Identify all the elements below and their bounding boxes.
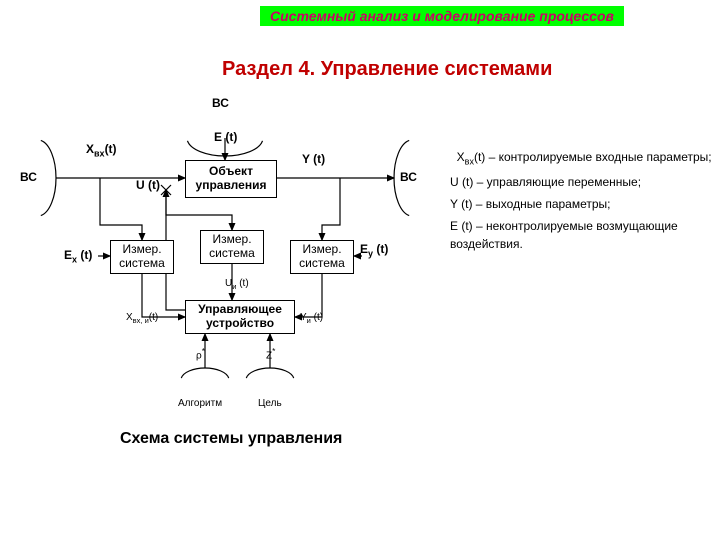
node-measure-system-2: Измер. система [200, 230, 264, 264]
node-object: Объект управления [185, 160, 277, 198]
connections-layer [0, 0, 720, 540]
legend-block: Xвх(t) – контролируемые входные параметр… [450, 148, 720, 257]
node-controller: Управляющее устройство [185, 300, 295, 334]
label-rho: ρ* [196, 346, 205, 361]
label-algorithm: Алгоритм [178, 398, 222, 409]
label-bc-top: ВС [212, 96, 229, 110]
label-yi: Yи (t) [300, 312, 323, 325]
label-ex: Ex (t) [64, 248, 92, 264]
node-measure-system-3: Измер. система [290, 240, 354, 274]
label-u: U (t) [136, 178, 160, 192]
label-xvxi: Xвх, и(t) [126, 312, 158, 325]
label-ui: Uи (t) [225, 278, 249, 291]
node-measure-system-1: Измер. система [110, 240, 174, 274]
label-y: Y (t) [302, 152, 325, 166]
label-zstar: Z* [266, 346, 275, 361]
section-title: Раздел 4. Управление системами [222, 58, 552, 81]
label-bc-left: ВС [20, 170, 37, 184]
course-banner: Системный анализ и моделирование процесс… [260, 6, 624, 26]
label-goal: Цель [258, 398, 282, 409]
label-xvx: Xвх(t) [86, 142, 117, 158]
label-e: E (t) [214, 130, 237, 144]
label-ey: Ey (t) [360, 242, 388, 258]
figure-caption: Схема системы управления [120, 430, 342, 448]
label-bc-right: ВС [400, 170, 417, 184]
